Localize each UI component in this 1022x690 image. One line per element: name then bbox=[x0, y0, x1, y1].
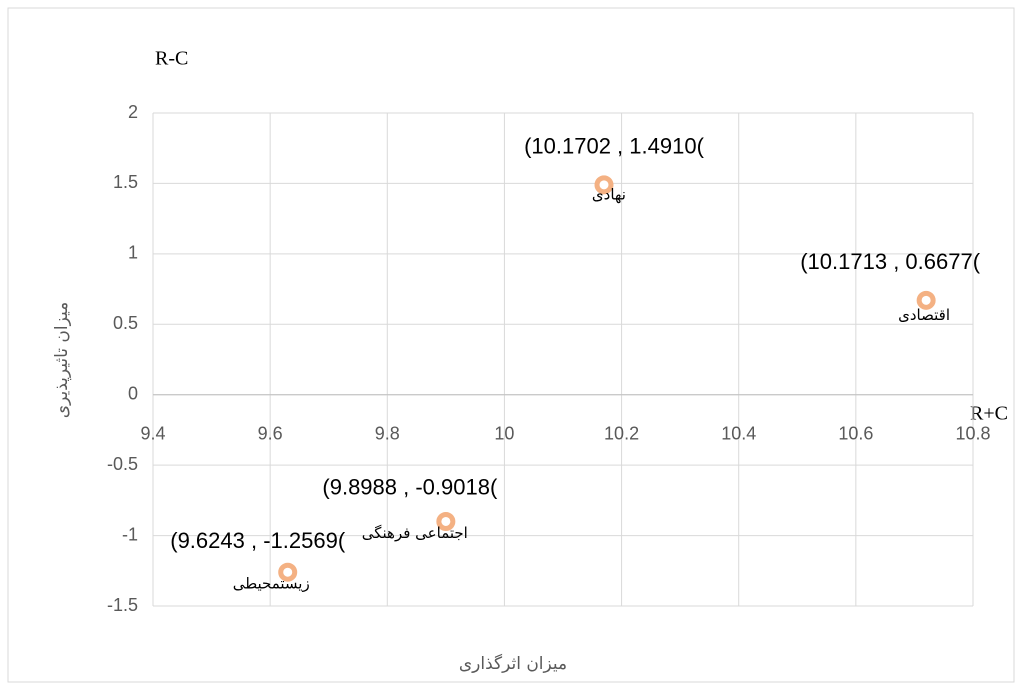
point-name: اجتماعی فرهنگی bbox=[362, 524, 468, 542]
point-label: (9.8988 , -0.9018( bbox=[322, 474, 498, 499]
y-tick-label: 0 bbox=[128, 383, 138, 403]
y-tick-label: 2 bbox=[128, 102, 138, 122]
point-label: (10.1702 , 1.4910( bbox=[524, 134, 704, 159]
annotation: R+C bbox=[970, 403, 1008, 425]
point bbox=[916, 290, 936, 310]
y-tick-label: 1 bbox=[128, 243, 138, 263]
point-name: نهادی bbox=[592, 185, 626, 203]
y-tick-label: 0.5 bbox=[113, 313, 138, 333]
annotation: R-C bbox=[155, 48, 188, 70]
x-tick-label: 10.4 bbox=[721, 423, 756, 443]
x-tick-label: 10.6 bbox=[838, 423, 873, 443]
x-tick-label: 9.8 bbox=[375, 423, 400, 443]
x-tick-label: 10.2 bbox=[604, 423, 639, 443]
x-tick-label: 9.6 bbox=[258, 423, 283, 443]
y-tick-label: -0.5 bbox=[107, 454, 138, 474]
y-axis-title: میزان تاثیرپذیری bbox=[52, 302, 72, 418]
y-tick-label: -1.5 bbox=[107, 595, 138, 615]
point-name: زیستمحیطی bbox=[233, 575, 310, 593]
x-tick-label: 10.8 bbox=[955, 423, 990, 443]
x-tick-label: 10 bbox=[494, 423, 514, 443]
point-label: (10.1713 , 0.6677( bbox=[800, 249, 980, 274]
point bbox=[278, 562, 298, 582]
point-label: (9.6243 , -1.2569( bbox=[170, 528, 346, 553]
point-name: اقتصادی bbox=[898, 306, 950, 324]
point bbox=[594, 175, 614, 195]
y-tick-label: 1.5 bbox=[113, 172, 138, 192]
point bbox=[436, 511, 456, 531]
y-tick-label: -1 bbox=[122, 524, 138, 544]
x-tick-label: 9.4 bbox=[140, 423, 165, 443]
x-axis-title: میزان اثرگذاری bbox=[459, 653, 567, 674]
chart-border bbox=[7, 7, 1015, 683]
